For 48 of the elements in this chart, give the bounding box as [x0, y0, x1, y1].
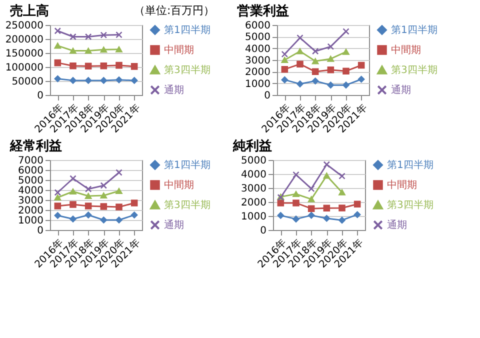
y-tick-label: 50000	[12, 76, 44, 88]
y-tick-label: 1000	[241, 212, 266, 222]
legend-label: 通期	[164, 219, 184, 231]
text: 第1四半期	[164, 159, 210, 171]
y-tick-label: 100000	[5, 62, 44, 74]
legend-label: 中間期	[391, 44, 421, 56]
legend-label: 通期	[164, 84, 184, 96]
legend-label: 中間期	[164, 44, 194, 56]
y-tick-label: 2000	[18, 206, 44, 216]
y-tick-label: 6000	[18, 166, 44, 176]
y-tick-label: 1000	[245, 78, 270, 90]
legend-label: 第1四半期	[164, 24, 210, 36]
legend-label: 第3四半期	[391, 64, 438, 76]
y-tick-label: 200000	[5, 34, 44, 46]
legend-label: 通期	[391, 84, 411, 96]
text: 中間期	[164, 179, 194, 191]
y-tick-label: 4000	[245, 44, 270, 55]
y-tick-label: 2000	[241, 198, 266, 208]
legend-label: 第1四半期	[391, 24, 438, 36]
chart-title: 営業利益	[237, 3, 289, 19]
chart-title: 売上高	[10, 3, 49, 19]
y-tick-label: 0	[37, 90, 44, 102]
y-tick-label: 2000	[245, 67, 270, 78]
text: （単位:百万円）	[134, 4, 215, 17]
y-tick-label: 1000	[18, 216, 44, 226]
y-tick-label: 3000	[241, 184, 266, 194]
y-tick-label: 4000	[241, 170, 266, 180]
legend-label: 第3四半期	[164, 64, 210, 76]
y-tick-label: 0	[260, 226, 266, 236]
legend-label: 中間期	[387, 179, 417, 191]
y-tick-label: 3000	[245, 56, 270, 66]
y-tick-label: 4000	[18, 186, 44, 196]
y-tick-label: 5000	[18, 176, 44, 186]
chart-title: 経常利益	[9, 138, 62, 154]
legend-label: 第3四半期	[164, 199, 210, 211]
y-tick-label: 5000	[241, 156, 266, 166]
legend-label: 第1四半期	[387, 159, 434, 171]
chart-title: 純利益	[232, 138, 272, 154]
y-tick-label: 250000	[5, 20, 44, 32]
y-tick-label: 0	[264, 90, 270, 102]
legend-label: 第3四半期	[387, 199, 434, 211]
y-tick-label: 150000	[5, 48, 44, 60]
legend-label: 通期	[387, 219, 407, 231]
y-tick-label: 6000	[245, 20, 270, 32]
y-tick-label: 0	[37, 226, 44, 236]
y-tick-label: 7000	[18, 156, 44, 166]
y-tick-label: 5000	[245, 32, 270, 44]
y-tick-label: 3000	[18, 196, 44, 206]
